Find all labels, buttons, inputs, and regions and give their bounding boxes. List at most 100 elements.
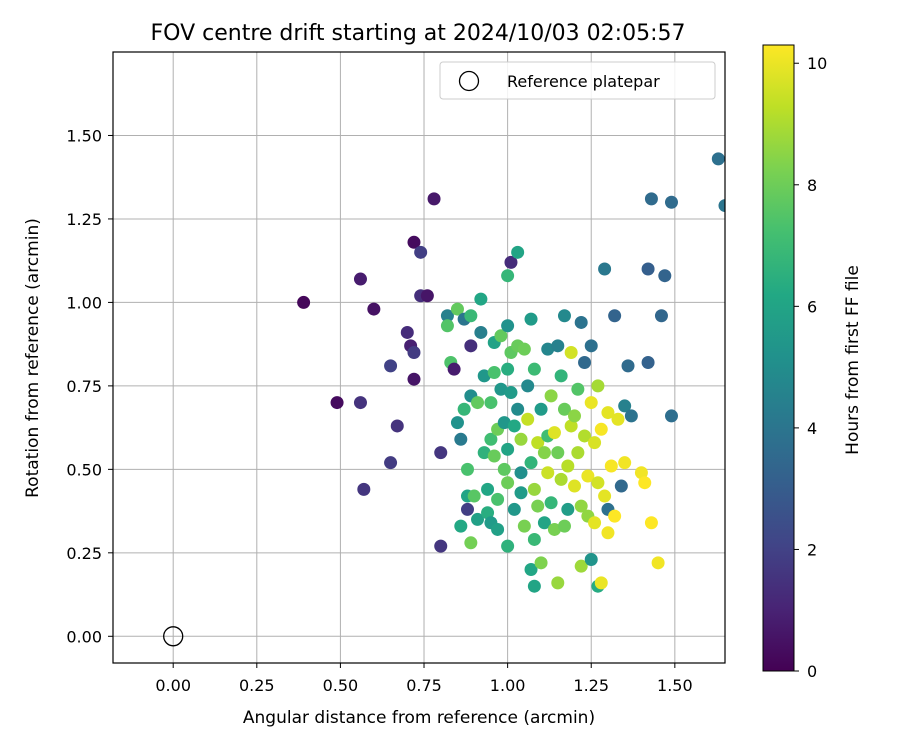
- data-point: [578, 356, 592, 370]
- data-point: [330, 396, 344, 410]
- x-tick-label: 0.25: [239, 676, 275, 695]
- data-point: [491, 492, 505, 506]
- data-point: [584, 396, 598, 410]
- data-point: [541, 466, 555, 480]
- data-point: [457, 402, 471, 416]
- legend-box: [439, 61, 716, 100]
- data-point: [557, 402, 571, 416]
- data-point: [497, 462, 511, 476]
- data-point: [544, 389, 558, 403]
- data-point: [504, 386, 518, 400]
- data-point: [467, 489, 481, 503]
- data-point: [614, 479, 628, 493]
- data-point: [494, 382, 508, 396]
- data-point: [474, 292, 488, 306]
- data-point: [497, 416, 511, 430]
- data-point: [561, 459, 575, 473]
- data-point: [601, 526, 615, 540]
- data-point: [434, 446, 448, 460]
- data-point: [594, 576, 608, 590]
- data-point: [718, 199, 725, 213]
- data-point: [601, 406, 615, 420]
- data-point: [524, 312, 538, 326]
- data-point: [440, 319, 454, 333]
- data-point: [608, 309, 622, 323]
- data-point: [638, 476, 652, 490]
- data-point: [471, 396, 485, 410]
- data-point: [474, 325, 488, 339]
- colorbar-tick-label: 6: [807, 297, 817, 316]
- data-point: [584, 552, 598, 566]
- y-axis-ticks: 0.00 0.25 0.50 0.75 1.00 1.25 1.50: [66, 126, 113, 646]
- data-point: [501, 362, 515, 376]
- data-point: [297, 295, 311, 309]
- data-point: [521, 412, 535, 426]
- data-point: [514, 466, 528, 480]
- data-point: [491, 522, 505, 536]
- data-point: [527, 532, 541, 546]
- data-point: [460, 502, 474, 516]
- x-tick-label: 0.75: [406, 676, 442, 695]
- data-point: [384, 456, 398, 470]
- data-point: [524, 563, 538, 577]
- data-point: [551, 339, 565, 353]
- data-point: [450, 302, 464, 316]
- data-point: [571, 382, 585, 396]
- y-tick-label: 0.00: [66, 627, 102, 646]
- data-point: [477, 369, 491, 383]
- data-point: [644, 516, 658, 530]
- y-tick-label: 0.25: [66, 544, 102, 563]
- data-point: [487, 366, 501, 380]
- data-point: [504, 255, 518, 269]
- data-point: [547, 426, 561, 440]
- data-point: [531, 499, 545, 513]
- data-point: [604, 459, 618, 473]
- data-point: [641, 262, 655, 276]
- data-point: [541, 342, 555, 356]
- data-point: [571, 446, 585, 460]
- data-point: [664, 195, 678, 209]
- data-point: [654, 309, 668, 323]
- data-point: [527, 579, 541, 593]
- data-point: [581, 469, 595, 483]
- data-point: [501, 476, 515, 490]
- colorbar-tick-label: 4: [807, 419, 817, 438]
- data-point: [621, 359, 635, 373]
- data-point: [464, 339, 478, 353]
- reference-marker-group: [163, 626, 184, 647]
- data-points: [297, 152, 725, 593]
- data-point: [353, 396, 367, 410]
- x-tick-label: 1.00: [490, 676, 526, 695]
- colorbar-tick-label: 8: [807, 176, 817, 195]
- data-point: [454, 519, 468, 533]
- data-point: [547, 522, 561, 536]
- data-point: [477, 446, 491, 460]
- data-point: [484, 396, 498, 410]
- x-tick-label: 0.00: [155, 676, 191, 695]
- gridlines: [113, 52, 725, 663]
- data-point: [407, 372, 421, 386]
- x-tick-label: 1.25: [573, 676, 609, 695]
- data-point: [357, 482, 371, 496]
- data-point: [414, 245, 428, 259]
- data-point: [407, 345, 421, 359]
- data-point: [407, 235, 421, 249]
- data-point: [384, 359, 398, 373]
- data-point: [353, 272, 367, 286]
- data-point: [644, 192, 658, 206]
- data-point: [568, 409, 582, 423]
- data-point: [537, 446, 551, 460]
- colorbar: 0 2 4 6 8 10 Hours from first FF file: [762, 44, 863, 681]
- data-point: [517, 342, 531, 356]
- data-point: [557, 309, 571, 323]
- data-point: [534, 402, 548, 416]
- data-point: [551, 446, 565, 460]
- data-point: [464, 536, 478, 550]
- data-point: [618, 456, 632, 470]
- y-tick-label: 1.50: [66, 126, 102, 145]
- data-point: [494, 329, 508, 343]
- data-point: [447, 362, 461, 376]
- data-point: [634, 466, 648, 480]
- data-point: [501, 539, 515, 553]
